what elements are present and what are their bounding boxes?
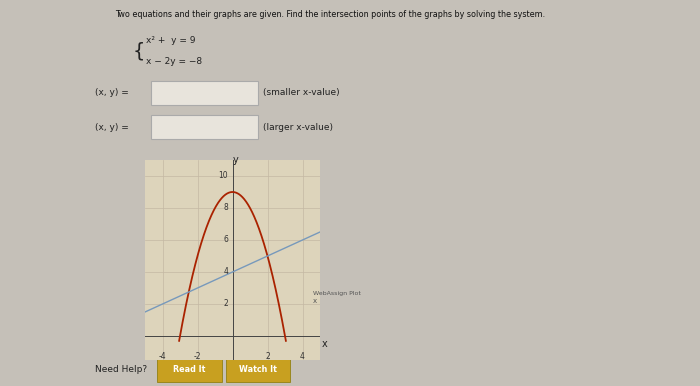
Text: 2: 2 [223,300,228,308]
Text: x − 2y = −8: x − 2y = −8 [146,57,202,66]
FancyBboxPatch shape [157,359,221,382]
Text: 8: 8 [223,203,228,213]
Text: Watch It: Watch It [239,365,276,374]
Text: Read It: Read It [173,365,206,374]
Text: x: x [313,298,317,304]
Text: Two equations and their graphs are given. Find the intersection points of the gr: Two equations and their graphs are given… [116,10,545,19]
Text: x² +  y = 9: x² + y = 9 [146,36,195,45]
Text: Need Help?: Need Help? [95,365,147,374]
FancyBboxPatch shape [151,81,258,105]
Text: x: x [322,339,328,349]
Text: -4: -4 [159,352,167,361]
Text: 4: 4 [300,352,305,361]
Text: WebAssign Plot: WebAssign Plot [313,291,361,296]
Text: (larger x-value): (larger x-value) [263,123,333,132]
Text: (x, y) =: (x, y) = [95,123,129,132]
Text: 2: 2 [265,352,270,361]
FancyBboxPatch shape [151,115,258,139]
Text: 10: 10 [218,171,228,181]
FancyBboxPatch shape [225,359,290,382]
Text: {: { [132,42,144,61]
Text: 4: 4 [223,267,228,276]
Text: (smaller x-value): (smaller x-value) [263,88,340,97]
Text: (x, y) =: (x, y) = [95,88,129,97]
Text: 6: 6 [223,235,228,244]
Text: -2: -2 [194,352,202,361]
Text: y: y [232,155,238,165]
